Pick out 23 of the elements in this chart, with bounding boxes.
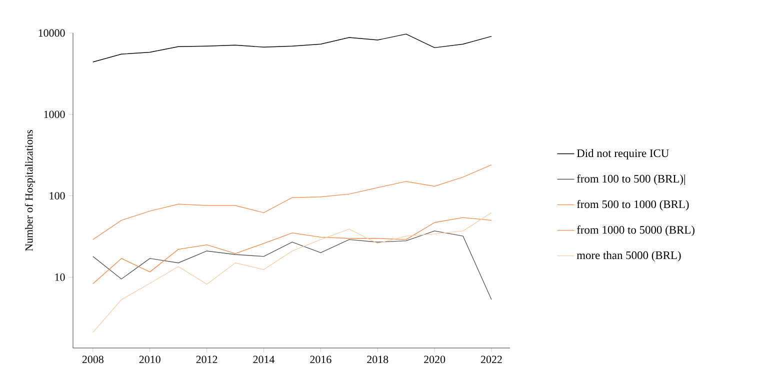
line-series (92, 230, 492, 300)
x-tick-label: 2022 (481, 356, 502, 364)
y-axis-title: Number of Hospitalizations (24, 130, 35, 252)
y-tick-label: 10 (55, 274, 65, 281)
y-tick-label: 100 (50, 192, 65, 200)
line-series (92, 164, 492, 240)
line-series (92, 217, 492, 284)
line-series (92, 212, 492, 333)
x-tick-label: 2008 (82, 356, 104, 364)
legend-label: from 500 to 1000 (BRL) (576, 200, 689, 210)
x-tick-label: 2012 (196, 356, 218, 364)
y-tick-label: 1000 (44, 110, 65, 118)
legend-label: more than 5000 (BRL) (576, 251, 681, 262)
y-tick-label: 10000 (38, 29, 65, 37)
x-tick-label: 2018 (367, 356, 388, 364)
line-series (92, 34, 492, 62)
x-tick-label: 2016 (310, 356, 332, 364)
legend-label: from 100 to 500 (BRL)| (576, 174, 685, 185)
x-tick-label: 2020 (424, 356, 446, 364)
x-tick-label: 2010 (139, 356, 160, 364)
legend-label: Did not require ICU (576, 149, 669, 160)
x-tick-label: 2014 (253, 356, 275, 364)
legend-label: from 1000 to 5000 (BRL) (576, 226, 694, 236)
